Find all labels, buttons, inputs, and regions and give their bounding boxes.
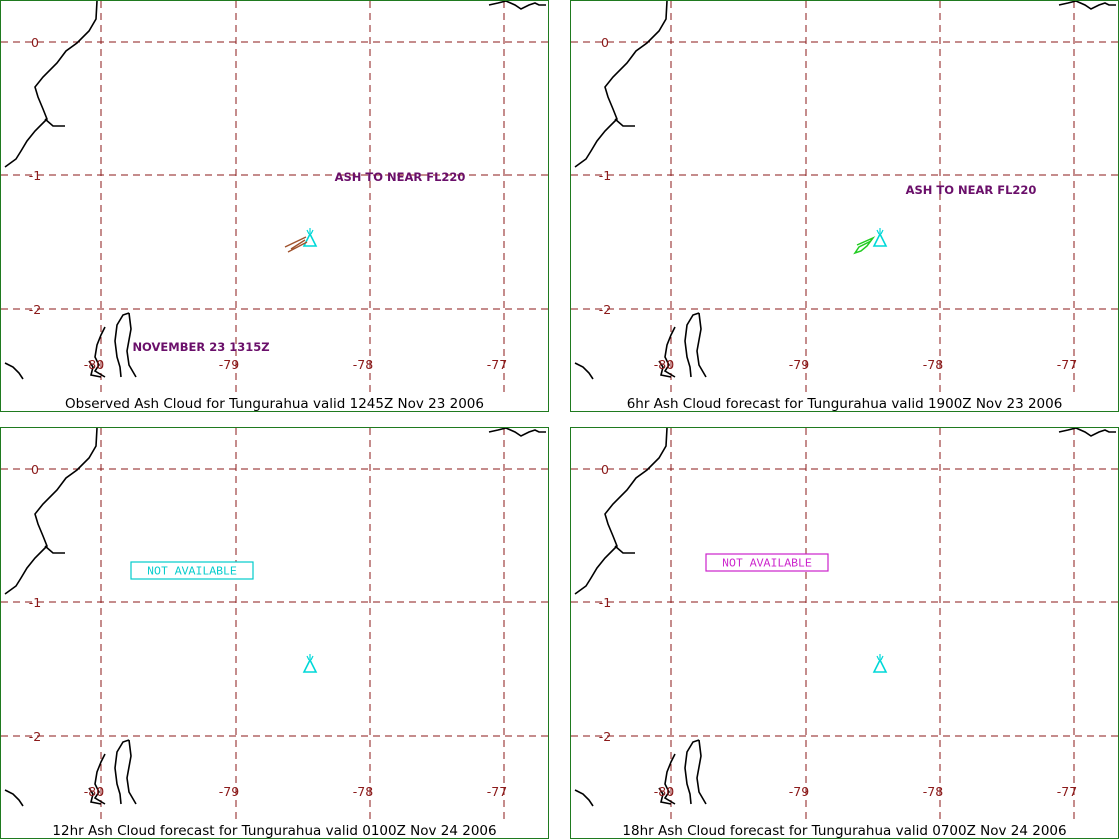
- ash-streak: [284, 236, 308, 253]
- map-panel-12hr-forecast: 0 -1 -2 -80 -79 -78 -77 NOT AVAILABLE 12hr Ash …: [0, 427, 549, 839]
- longitude-label: -77: [487, 784, 507, 799]
- coastline-segment: [614, 118, 635, 127]
- map-panel-6hr-forecast: 0 -1 -2 -80 -79 -78 -77 ASH TO NEAR FL220 6hr A…: [570, 0, 1119, 412]
- latitude-label: 0: [31, 35, 39, 50]
- coastline-segment: [574, 428, 668, 595]
- coastline-segment: [574, 362, 594, 380]
- latitude-label: 0: [31, 462, 39, 477]
- coastline-segment: [614, 545, 635, 554]
- latitude-label: 0: [601, 462, 609, 477]
- coastline: [574, 1, 1116, 380]
- longitude-label: -78: [353, 357, 373, 372]
- panel-caption: 18hr Ash Cloud forecast for Tungurahua v…: [622, 823, 1067, 839]
- not-available-label: NOT AVAILABLE: [722, 558, 812, 571]
- volcano-triangle-icon: [302, 654, 318, 673]
- coastline-segment: [1058, 428, 1116, 437]
- longitude-label: -80: [654, 357, 674, 372]
- graticule: [571, 1, 1118, 393]
- graticule: [1, 428, 548, 820]
- coastline-segment: [4, 362, 24, 380]
- map-canvas: 0 -1 -2 -80 -79 -78 -77 ASH TO NEAR FL220 NOVEMB…: [1, 1, 548, 393]
- not-available-border: [705, 553, 829, 572]
- not-available-border: [130, 561, 254, 580]
- coastline-segment: [88, 312, 137, 378]
- ash-streak: [853, 236, 876, 255]
- coastline-segment: [574, 1, 668, 168]
- not-available-box: NOT AVAILABLE: [705, 553, 829, 572]
- coastline-segment: [4, 428, 98, 595]
- volcano-triangle-icon: [302, 228, 318, 247]
- latitude-label: 0: [601, 35, 609, 50]
- panel-caption: Observed Ash Cloud for Tungurahua valid …: [65, 396, 484, 412]
- panel-caption: 12hr Ash Cloud forecast for Tungurahua v…: [52, 823, 497, 839]
- map-canvas: 0 -1 -2 -80 -79 -78 -77 NOT AVAILABLE: [571, 428, 1118, 820]
- coastline-segment: [658, 739, 707, 805]
- coastline-segment: [4, 1, 98, 168]
- ash-height-annotation: ASH TO NEAR FL220: [906, 183, 1037, 197]
- map-panel-observed: 0 -1 -2 -80 -79 -78 -77 ASH TO NEAR FL220 NOVEMB…: [0, 0, 549, 412]
- panel-caption: 6hr Ash Cloud forecast for Tungurahua va…: [626, 396, 1063, 412]
- forecast-ash-cloud: [853, 236, 876, 255]
- latitude-label: -1: [29, 595, 41, 610]
- coastline-segment: [574, 789, 594, 807]
- map-panel-18hr-forecast: 0 -1 -2 -80 -79 -78 -77 NOT AVAILABLE 18hr Ash …: [570, 427, 1119, 839]
- coastline: [4, 1, 546, 380]
- coastline-segment: [88, 739, 137, 805]
- longitude-label: -80: [84, 357, 104, 372]
- observation-time-annotation: NOVEMBER 23 1315Z: [132, 340, 269, 354]
- coastline-segment: [4, 789, 24, 807]
- not-available-label: NOT AVAILABLE: [147, 566, 237, 579]
- longitude-label: -78: [353, 784, 373, 799]
- longitude-label: -80: [84, 784, 104, 799]
- volcano-triangle-icon: [872, 228, 888, 247]
- volcano-triangle: [302, 658, 318, 673]
- longitude-label: -77: [1057, 357, 1077, 372]
- coastline-segment: [44, 118, 65, 127]
- volcano-triangle: [302, 232, 318, 247]
- graticule: [571, 428, 1118, 820]
- longitude-label: -77: [487, 357, 507, 372]
- volcano-triangle-icon: [872, 654, 888, 673]
- latitude-label: -2: [29, 302, 41, 317]
- volcano-plume: [306, 654, 314, 661]
- map-canvas: 0 -1 -2 -80 -79 -78 -77 NOT AVAILABLE: [1, 428, 548, 820]
- volcano-plume: [306, 228, 314, 235]
- latitude-label: -2: [29, 729, 41, 744]
- coastline-segment: [488, 428, 546, 437]
- latitude-label: -1: [599, 168, 611, 183]
- volcano-plume: [876, 228, 884, 235]
- longitude-label: -79: [219, 357, 239, 372]
- ash-height-annotation: ASH TO NEAR FL220: [335, 170, 466, 184]
- coastline-segment: [488, 1, 546, 10]
- coastline: [574, 428, 1116, 807]
- longitude-label: -77: [1057, 784, 1077, 799]
- longitude-label: -79: [219, 784, 239, 799]
- latitude-label: -2: [599, 729, 611, 744]
- map-canvas: 0 -1 -2 -80 -79 -78 -77 ASH TO NEAR FL220: [571, 1, 1118, 393]
- volcano-plume: [876, 654, 884, 661]
- volcano-triangle: [872, 232, 888, 247]
- latitude-label: -1: [29, 168, 41, 183]
- longitude-label: -80: [654, 784, 674, 799]
- longitude-label: -79: [789, 357, 809, 372]
- coastline-segment: [44, 545, 65, 554]
- latitude-label: -2: [599, 302, 611, 317]
- observed-ash-cloud: [284, 236, 308, 253]
- longitude-label: -78: [923, 784, 943, 799]
- coastline-segment: [1058, 1, 1116, 10]
- volcano-triangle: [872, 658, 888, 673]
- latitude-label: -1: [599, 595, 611, 610]
- not-available-box: NOT AVAILABLE: [130, 561, 254, 580]
- graticule: [1, 1, 548, 393]
- coastline-segment: [658, 312, 707, 378]
- coastline: [4, 428, 546, 807]
- longitude-label: -79: [789, 784, 809, 799]
- longitude-label: -78: [923, 357, 943, 372]
